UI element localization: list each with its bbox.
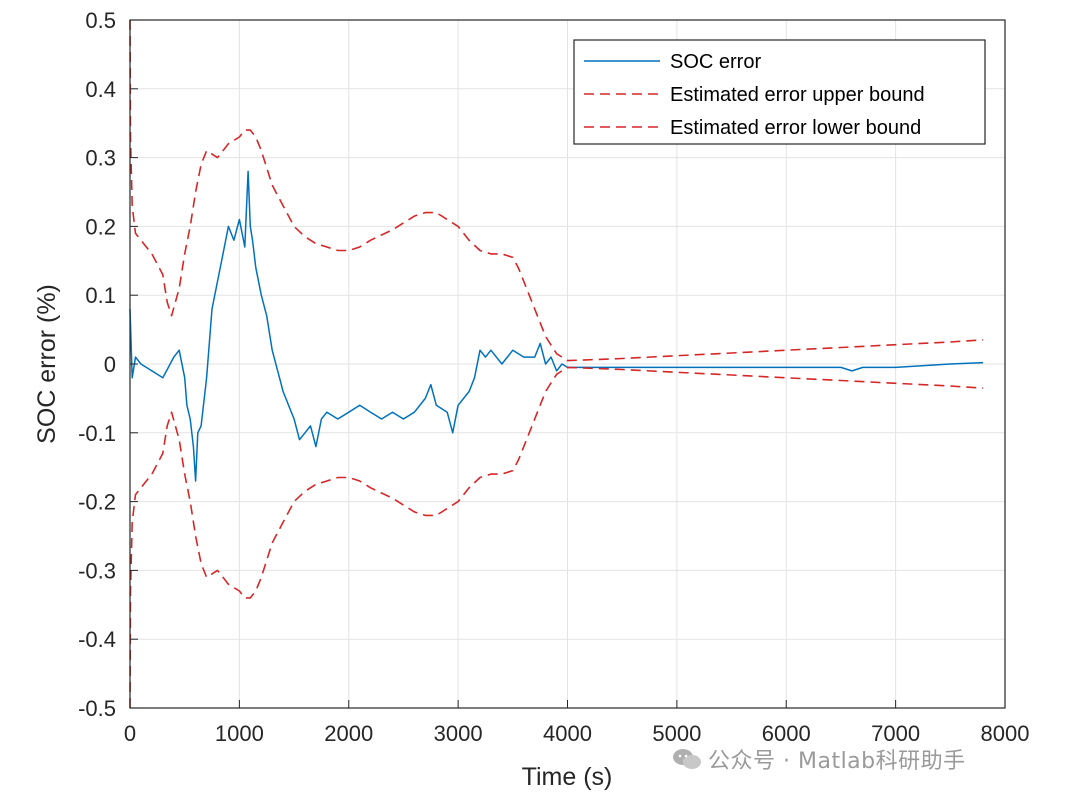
y-tick-label: 0.1: [85, 283, 116, 308]
y-tick-label: -0.3: [78, 558, 116, 583]
upper-bound-line: [129, 19, 984, 362]
x-tick-label: 6000: [762, 721, 811, 746]
x-tick-label: 2000: [324, 721, 373, 746]
x-tick-label: 7000: [871, 721, 920, 746]
y-axis-label: SOC error (%): [33, 284, 61, 444]
x-tick-label: 8000: [981, 721, 1030, 746]
legend-label-upper-bound: Estimated error upper bound: [670, 84, 925, 106]
y-tick-label: 0: [104, 352, 116, 377]
y-tick-label: -0.2: [78, 490, 116, 515]
lower-bound-line: [129, 366, 984, 709]
soc-error-line: [129, 170, 984, 482]
legend-label-soc-error: SOC error: [670, 51, 761, 73]
y-tick-label: 0.2: [85, 214, 116, 239]
x-tick-label: 0: [124, 721, 136, 746]
y-tick-label: 0.5: [85, 8, 116, 33]
x-tick-label: 4000: [543, 721, 592, 746]
x-tick-label: 1000: [215, 721, 264, 746]
y-tick-label: 0.3: [85, 146, 116, 171]
x-axis-label: Time (s): [522, 763, 613, 791]
y-tick-label: -0.1: [78, 421, 116, 446]
series-layer: [129, 19, 984, 709]
legend: SOC error Estimated error upper bound Es…: [573, 39, 986, 145]
x-tick-label: 5000: [652, 721, 701, 746]
watermark-text: 公众号 · Matlab科研助手: [708, 749, 966, 774]
watermark: 公众号 · Matlab科研助手: [672, 742, 966, 776]
legend-box: [573, 39, 986, 145]
legend-label-lower-bound: Estimated error lower bound: [670, 117, 921, 139]
y-tick-label: -0.4: [78, 627, 116, 652]
wechat-icon: [673, 749, 701, 769]
y-tick-label: 0.4: [85, 77, 116, 102]
x-tick-label: 3000: [434, 721, 483, 746]
y-tick-label: -0.5: [78, 696, 116, 721]
ticks: 0 1000 2000 3000 4000 5000 6000 7000 8000 -0.5 -0.…: [78, 8, 1029, 746]
